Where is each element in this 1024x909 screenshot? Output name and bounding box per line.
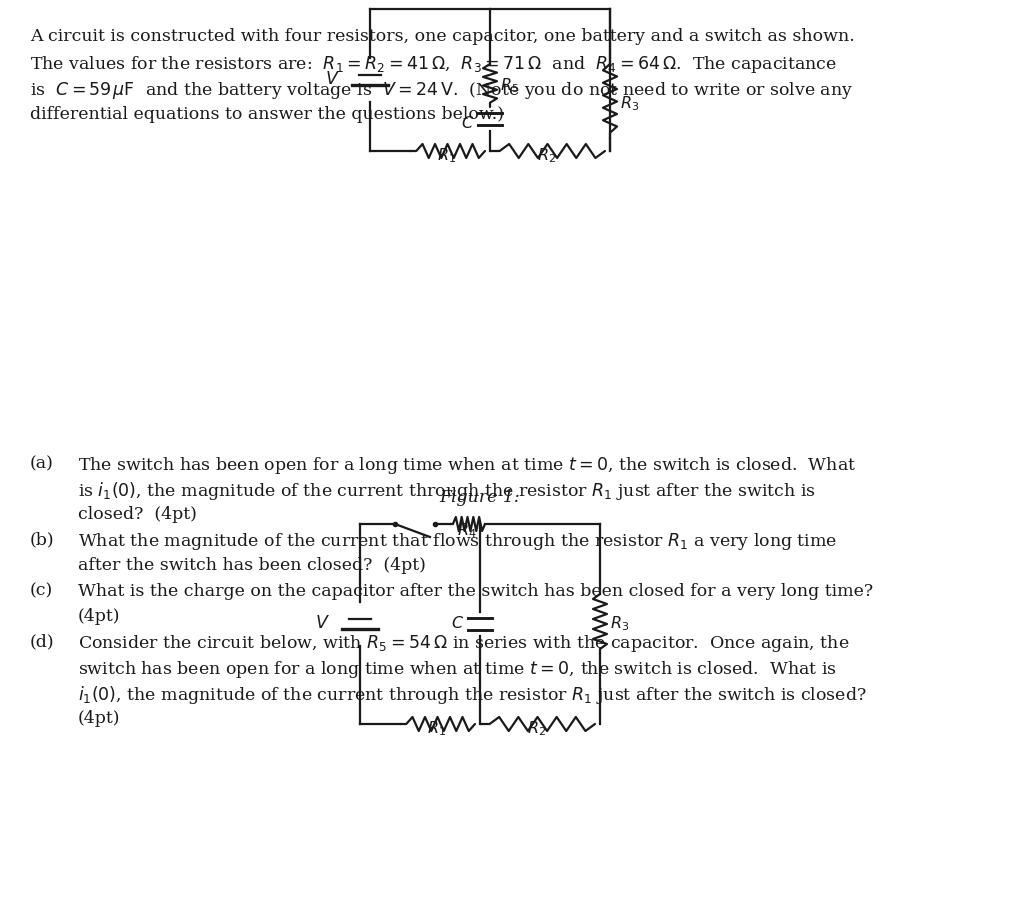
Text: $R_1$: $R_1$ [427,719,446,738]
Text: $C$: $C$ [461,115,474,133]
Text: (4pt): (4pt) [78,608,121,625]
Text: (a): (a) [30,455,54,472]
Text: $R_2$: $R_2$ [527,719,547,738]
Text: switch has been open for a long time when at time $t = 0$, the switch is closed.: switch has been open for a long time whe… [78,659,837,680]
Text: $R_3$: $R_3$ [620,95,639,114]
Text: $C$: $C$ [451,615,464,633]
Text: $R_4$: $R_4$ [457,521,477,540]
Text: $R_2$: $R_2$ [538,146,556,165]
Text: What is the charge on the capacitor after the switch has been closed for a very : What is the charge on the capacitor afte… [78,583,873,600]
Text: What the magnitude of the current that flows through the resistor $R_1$ a very l: What the magnitude of the current that f… [78,532,838,553]
Text: $R_1$: $R_1$ [437,146,457,165]
Text: is  $C = 59\,\mu\mathrm{F}$  and the battery voltage is  $V = 24\,\mathrm{V}$.  : is $C = 59\,\mu\mathrm{F}$ and the batte… [30,80,853,101]
Text: (c): (c) [30,583,53,600]
Text: differential equations to answer the questions below.): differential equations to answer the que… [30,106,504,123]
Text: The switch has been open for a long time when at time $t = 0$, the switch is clo: The switch has been open for a long time… [78,455,856,476]
Text: A circuit is constructed with four resistors, one capacitor, one battery and a s: A circuit is constructed with four resis… [30,28,855,45]
Text: $R_5$: $R_5$ [500,76,519,95]
Text: (b): (b) [30,532,54,548]
Text: $R_3$: $R_3$ [610,614,629,634]
Text: $i_1(0)$, the magnitude of the current through the resistor $R_1$ just after the: $i_1(0)$, the magnitude of the current t… [78,684,866,706]
Text: Figure 1:: Figure 1: [439,489,520,506]
Text: $V$: $V$ [315,615,330,633]
Text: The values for the resistors are:  $R_1 = R_2 = 41\,\Omega$,  $R_3 = 71\,\Omega$: The values for the resistors are: $R_1 =… [30,54,837,75]
Text: (4pt): (4pt) [78,710,121,727]
Text: is $i_1(0)$, the magnitude of the current through the resistor $R_1$ just after : is $i_1(0)$, the magnitude of the curren… [78,481,816,503]
Text: closed?  (4pt): closed? (4pt) [78,506,197,523]
Text: Consider the circuit below, with $R_5 = 54\,\Omega$ in series with the capacitor: Consider the circuit below, with $R_5 = … [78,634,850,654]
Text: (d): (d) [30,634,54,651]
Text: $V$: $V$ [325,72,340,88]
Text: after the switch has been closed?  (4pt): after the switch has been closed? (4pt) [78,557,426,574]
